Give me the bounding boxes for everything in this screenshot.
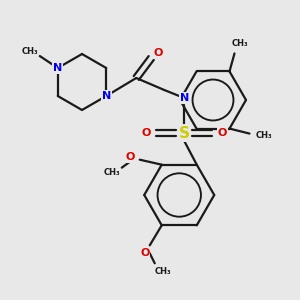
Text: CH₃: CH₃ [103,168,120,177]
Text: O: O [140,248,149,258]
Text: CH₃: CH₃ [231,39,248,48]
Text: O: O [125,152,134,162]
Text: O: O [154,48,163,58]
Text: S: S [179,125,190,140]
Text: N: N [53,63,62,73]
Text: CH₃: CH₃ [255,131,272,140]
Text: CH₃: CH₃ [154,267,171,276]
Text: O: O [218,128,227,138]
Text: N: N [102,91,111,101]
Text: CH₃: CH₃ [21,46,38,56]
Text: O: O [142,128,151,138]
Text: N: N [180,93,189,103]
